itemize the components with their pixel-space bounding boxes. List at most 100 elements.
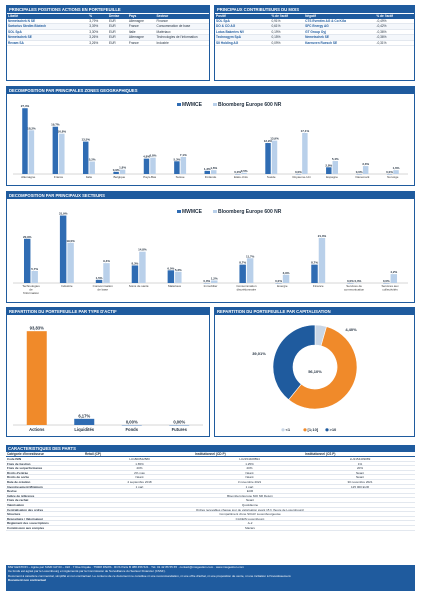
bar-benchmark xyxy=(332,161,339,174)
contributor-row-cell: -0,36% xyxy=(376,29,387,34)
bar-benchmark xyxy=(362,166,369,174)
position-row-cell: Technologies de l'information xyxy=(156,35,198,40)
position-row-cell: France xyxy=(128,40,139,45)
donut-legend-swatch xyxy=(303,428,307,432)
bar-mwmce xyxy=(326,167,332,174)
asset-value-label: 0,00% xyxy=(126,420,138,425)
category-label-line: Pays-Bas xyxy=(143,175,156,179)
donut-value-label: 56,10% xyxy=(308,369,322,374)
asset-category-label: Fonds xyxy=(125,427,138,432)
category-label: Finlande xyxy=(205,175,217,179)
position-row-cell: Matériaux xyxy=(156,29,171,34)
characteristic-common-row: Frais de rachat Néant xyxy=(6,498,415,503)
bar-benchmark xyxy=(67,242,74,283)
legend-label-benchmark: Bloomberg Europe 600 NR xyxy=(218,102,282,108)
bar-benchmark xyxy=(139,251,146,283)
position-row-cell: France xyxy=(128,24,139,29)
contributor-row-cell: Nemetschek SE xyxy=(305,35,330,40)
category-label: Belgique xyxy=(114,175,126,179)
category-label-line: Consommation xyxy=(93,284,114,288)
category-label-line: Allemagne xyxy=(21,175,36,179)
bar-value-label: 1,3% xyxy=(204,167,211,171)
bar-benchmark xyxy=(150,157,156,174)
contributor-row-cell: 0,91% xyxy=(271,19,281,23)
characteristic-row: Droits d'entrée 2% max Néant Néant xyxy=(6,471,415,476)
legend-swatch-mwmce xyxy=(177,210,181,213)
bar-value-label: 1,6% xyxy=(393,166,400,170)
characteristic-common-value: CACEIS Luxembourg xyxy=(235,516,265,521)
contributors-title: PRINCIPAUX CONTRIBUTEURS DU MOIS xyxy=(215,6,414,13)
characteristic-cell: 20% xyxy=(136,466,143,470)
position-row-cell: 3,79% xyxy=(89,19,99,23)
position-row-cell: EUR xyxy=(109,24,116,29)
contributors-header: Positif % de l'actif Négatif % de l'acti… xyxy=(215,14,414,19)
contributor-row: SII Holding AG 0,09% Kaeruven Ruesch SE -0,… xyxy=(215,41,414,46)
contributor-row-cell: -0,42% xyxy=(376,24,387,29)
position-row-cell: 3,26% xyxy=(89,35,99,40)
cap-panel: REPARTITION DU PORTEFEUILLE PAR CAPITALI… xyxy=(214,307,415,437)
contributor-row-cell: -0,31% xyxy=(376,40,387,45)
category-label-line: Belgique xyxy=(114,175,126,179)
bar-value-label: 1,2% xyxy=(211,276,218,280)
footer-line1: MW GESTION – Agrée par l'AMF GP 03 – 022… xyxy=(8,565,244,569)
char-header-categorie: Catégorie d'investisseur xyxy=(7,452,44,456)
bar-value-label: 8,7% xyxy=(239,261,246,265)
characteristic-common-row: Indice de référence Bloomberg Europe 600 … xyxy=(6,494,415,499)
donut-slice xyxy=(288,326,358,410)
legend-label-mwmce: MWMCE xyxy=(182,209,203,215)
bar-value-label: 13,9% xyxy=(270,137,279,141)
bar-mwmce xyxy=(143,158,150,174)
positions-panel: PRINCIPALES POSITIONS ACTIONS EN PORTEFE… xyxy=(6,5,210,81)
contributor-row: Technogym SpA 0,15% Nemetschek SE -0,36% xyxy=(215,35,414,41)
characteristics-title: CARACTERISTIQUES DES PARTS xyxy=(6,445,415,452)
bar-value-label: 17,1% xyxy=(301,129,310,133)
bar-value-label: 7,1% xyxy=(180,153,187,157)
bar-mwmce xyxy=(95,279,103,283)
geo-chart: MWMCE Bloomberg Europe 600 NR 27,4% 18,2% Al… xyxy=(13,102,408,179)
asset-bar xyxy=(74,418,95,425)
donut-legend-swatch xyxy=(325,428,329,432)
bar-value-label: 5,4% xyxy=(332,157,339,161)
bar-benchmark xyxy=(241,172,247,174)
characteristic-common-value: Néant xyxy=(245,498,254,502)
characteristic-cell: 4 septembre 2018 xyxy=(127,479,152,484)
bar-value-label: 13,5% xyxy=(81,138,90,142)
bar-value-label: 8,7% xyxy=(311,261,318,265)
characteristic-row: Date de création 4 septembre 2018 3 novemb… xyxy=(6,480,415,485)
characteristics-header: Catégorie d'investisseur Retail (CP) Ins… xyxy=(6,452,415,457)
asset-category-label: Liquidités xyxy=(74,427,94,432)
characteristic-cell: LU2154408894 xyxy=(239,457,260,461)
category-label-line: Suisse xyxy=(176,175,185,179)
characteristic-common-label: Devise xyxy=(7,489,17,493)
characteristic-row: Investissement Minimum 1 part 1 part 125 00… xyxy=(6,485,415,490)
contributors-header-negatif: Négatif xyxy=(305,14,316,18)
characteristics-common: Devise EUR Indice de référence Bloomberg Eu… xyxy=(6,489,415,531)
bar-value-label: 0,0% xyxy=(386,170,393,174)
cap-chart: 4,40% 56,10% 39,01% <1 [1;10] >10 xyxy=(250,324,360,432)
category-label: Royaume-Uni xyxy=(292,175,311,179)
category-label-line: Matériaux xyxy=(168,284,182,288)
bar-mwmce xyxy=(22,108,28,174)
characteristic-cell: Frais de surperformance xyxy=(7,466,43,470)
category-label-line: l'information xyxy=(23,291,39,295)
bar-benchmark xyxy=(211,170,217,174)
position-row-cell: Rexam SA xyxy=(8,40,24,45)
characteristic-common-row: Règlement des souscriptions J+2 xyxy=(6,521,415,526)
characteristic-common-value: Ordres recevables chaque jour de valoris… xyxy=(195,507,305,512)
category-label-line: Consommation xyxy=(236,284,257,288)
bar-benchmark xyxy=(246,258,254,283)
characteristic-common-label: Indice de référence xyxy=(7,493,35,498)
bar-value-label: 1,5% xyxy=(96,276,103,280)
contributor-row-cell: SOL SpA xyxy=(216,19,230,23)
characteristic-common-value: Compartiment d'une SICAV Luxembourgeoise xyxy=(219,512,281,516)
characteristic-common-label: Valorisation xyxy=(7,502,25,507)
position-row: Nemetschek N SE 3,79% EUR Allemagne Finance xyxy=(7,19,209,25)
bar-benchmark xyxy=(390,274,398,283)
contributors-panel: PRINCIPAUX CONTRIBUTEURS DU MOIS Positif… xyxy=(214,5,415,81)
characteristic-row: Code ISIN LU1800542580 LU2154408894 LU21544… xyxy=(6,457,415,462)
category-label-line: collectivités xyxy=(382,287,398,291)
category-label: Etats-Unis xyxy=(234,175,248,179)
position-row-cell: SOL SpA xyxy=(8,29,22,34)
position-row-cell: EUR xyxy=(109,29,116,34)
category-label: Services de communication xyxy=(344,284,365,291)
